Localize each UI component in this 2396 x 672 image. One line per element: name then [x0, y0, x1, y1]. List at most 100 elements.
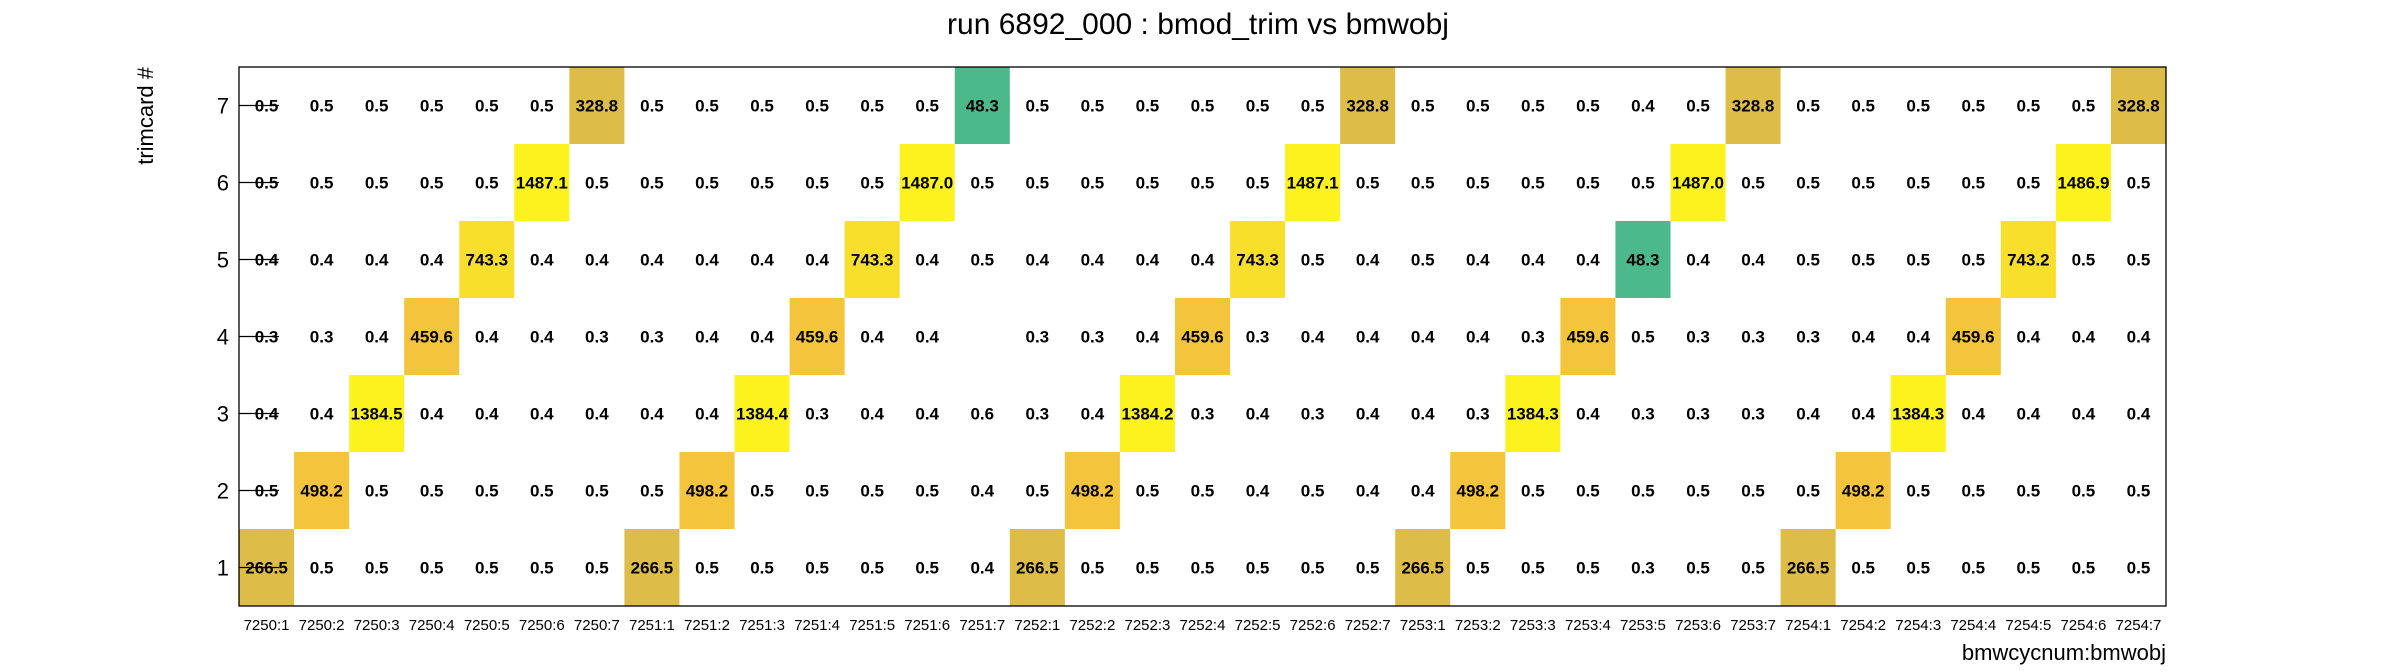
- cell-value-label: 0.5: [1906, 559, 1930, 578]
- cell-value-label: 0.5: [365, 174, 389, 193]
- cell-value-label: 1486.9: [2057, 174, 2109, 193]
- cell-value-label: 0.5: [420, 174, 444, 193]
- cell-value-label: 0.4: [1851, 405, 1875, 424]
- cell-value-label: 0.4: [1356, 251, 1380, 270]
- cell-value-label: 0.5: [2127, 251, 2151, 270]
- y-axis-title: trimcard #: [133, 66, 158, 165]
- cell-value-label: 0.5: [1466, 559, 1490, 578]
- cell-value-label: 0.5: [750, 97, 774, 116]
- cell-value-label: 0.4: [530, 405, 554, 424]
- x-tick-label: 7253:1: [1400, 617, 1446, 634]
- x-tick-label: 7252:3: [1124, 617, 1170, 634]
- cell-value-label: 0.5: [1631, 174, 1655, 193]
- cell-value-label: 0.4: [2017, 405, 2041, 424]
- y-tick-label: 7: [217, 94, 229, 119]
- cell-value-label: 0.5: [475, 97, 499, 116]
- x-tick-label: 7252:5: [1235, 617, 1281, 634]
- cell-value-label: 0.4: [1631, 97, 1655, 116]
- cell-value-label: 0.3: [1246, 328, 1270, 347]
- cell-value-label: 0.4: [585, 405, 609, 424]
- cell-value-label: 0.5: [310, 174, 334, 193]
- cell-value-label: 459.6: [796, 328, 839, 347]
- heatmap-cell: [1505, 375, 1561, 452]
- x-tick-label: 7250:7: [574, 617, 620, 634]
- cell-value-label: 0.4: [2017, 328, 2041, 347]
- cell-value-label: 0.5: [2127, 174, 2151, 193]
- cell-value-label: 0.4: [420, 251, 444, 270]
- cell-value-label: 0.5: [805, 174, 829, 193]
- cell-value-label: 0.4: [1136, 328, 1160, 347]
- cell-value-label: 0.4: [750, 328, 774, 347]
- cell-value-label: 0.5: [420, 97, 444, 116]
- x-tick-label: 7254:5: [2005, 617, 2051, 634]
- x-tick-label: 7252:1: [1014, 617, 1060, 634]
- cell-value-label: 0.4: [695, 251, 719, 270]
- cell-value-label: 0.4: [915, 251, 939, 270]
- cell-value-label: 328.8: [576, 97, 619, 116]
- cell-value-label: 1384.2: [1121, 405, 1173, 424]
- cell-value-label: 266.5: [1787, 559, 1830, 578]
- cell-value-label: 0.4: [970, 559, 994, 578]
- cell-value-label: 0.4: [365, 328, 389, 347]
- heatmap-cell: [404, 298, 460, 375]
- cell-value-label: 0.5: [1631, 482, 1655, 501]
- cell-value-label: 0.5: [640, 97, 664, 116]
- cell-value-label: 0.5: [1136, 97, 1160, 116]
- cell-value-label: 1384.4: [736, 405, 789, 424]
- cell-value-label: 0.4: [475, 328, 499, 347]
- cell-value-label: 0.4: [310, 251, 334, 270]
- cell-value-label: 0.5: [915, 482, 939, 501]
- heatmap-cell: [2000, 221, 2056, 298]
- cell-value-label: 0.5: [1961, 559, 1985, 578]
- cell-value-label: 0.5: [805, 559, 829, 578]
- heatmap-cell: [1890, 375, 1946, 452]
- cell-value-label: 0.5: [860, 174, 884, 193]
- cell-value-label: 1384.5: [351, 405, 403, 424]
- cell-value-label: 328.8: [2117, 97, 2160, 116]
- x-tick-label: 7254:6: [2060, 617, 2106, 634]
- heatmap-cell: [734, 375, 790, 452]
- cell-value-label: 0.4: [640, 251, 664, 270]
- x-tick-label: 7250:2: [299, 617, 345, 634]
- x-tick-label: 7251:4: [794, 617, 840, 634]
- cell-value-label: 0.5: [2127, 482, 2151, 501]
- cell-value-label: 0.5: [530, 97, 554, 116]
- cell-value-label: 0.4: [1356, 328, 1380, 347]
- heatmap-cell: [1395, 529, 1451, 606]
- cell-value-label: 0.4: [695, 405, 719, 424]
- cell-value-label: 0.5: [1246, 559, 1270, 578]
- x-tick-label: 7254:4: [1950, 617, 1996, 634]
- heatmap-cell: [1340, 67, 1396, 144]
- heatmap-cell: [1945, 298, 2001, 375]
- heatmap-cell: [1230, 221, 1286, 298]
- cell-value-label: 0.4: [1796, 405, 1820, 424]
- cell-value-label: 0.3: [1796, 328, 1820, 347]
- heatmap-cell: [2110, 67, 2166, 144]
- cell-value-label: 0.4: [530, 328, 554, 347]
- cell-value-label: 498.2: [686, 482, 729, 501]
- cell-value-label: 0.5: [1521, 559, 1545, 578]
- cell-value-label: 0.4: [1081, 251, 1105, 270]
- cell-value-label: 0.4: [1851, 328, 1875, 347]
- cell-value-label: 0.5: [1521, 174, 1545, 193]
- cell-value-label: 0.5: [805, 97, 829, 116]
- y-tick-label: 1: [217, 556, 229, 581]
- cell-value-label: 0.5: [1796, 482, 1820, 501]
- heatmap-cell: [1064, 452, 1120, 529]
- cell-value-label: 0.5: [365, 482, 389, 501]
- x-tick-label: 7253:3: [1510, 617, 1556, 634]
- cell-value-label: 0.4: [2127, 328, 2151, 347]
- x-axis-title: bmwcycnum:bmwobj: [1962, 640, 2166, 665]
- cell-value-label: 0.5: [310, 97, 334, 116]
- cell-value-label: 0.5: [1246, 97, 1270, 116]
- cell-value-label: 0.5: [695, 559, 719, 578]
- cell-value-label: 0.5: [1136, 482, 1160, 501]
- cell-value-label: 266.5: [1016, 559, 1059, 578]
- cell-value-label: 459.6: [1567, 328, 1610, 347]
- cell-value-label: 328.8: [1346, 97, 1389, 116]
- cell-value-label: 0.5: [365, 97, 389, 116]
- cell-value-label: 0.6: [970, 405, 994, 424]
- cell-value-label: 0.5: [420, 559, 444, 578]
- cell-value-label: 0.4: [640, 405, 664, 424]
- cell-value-label: 0.5: [1191, 482, 1215, 501]
